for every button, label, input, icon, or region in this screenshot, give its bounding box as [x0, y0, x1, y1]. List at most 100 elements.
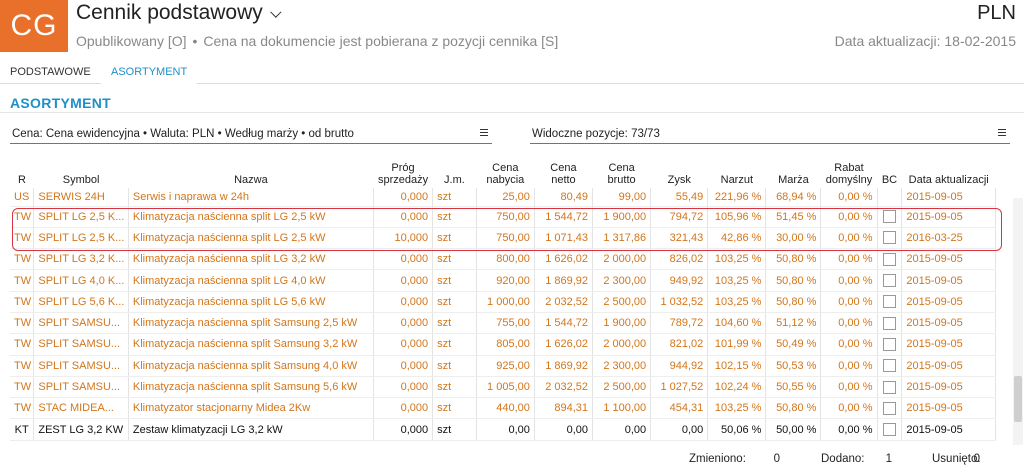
cell-zysk[interactable]: 794,72: [650, 206, 709, 228]
cell-rabat[interactable]: 0,00 %: [820, 188, 878, 207]
table-row[interactable]: KT ZEST LG 3,2 KW Zestaw klimatyzacji LG 3…: [10, 418, 996, 441]
cell-symbol[interactable]: SERWIS 24H: [33, 188, 129, 207]
table-row[interactable]: TW SPLIT LG 4,0 K... Klimatyzacja naścienn…: [10, 269, 996, 292]
cell-nazwa[interactable]: Klimatyzacja naścienna split LG 2,5 kW: [128, 227, 374, 250]
cell-data[interactable]: 2015-09-05: [901, 333, 996, 356]
cell-nazwa[interactable]: Klimatyzator stacjonarny Midea 2Kw: [128, 397, 374, 420]
cell-r[interactable]: TW: [10, 291, 35, 313]
cell-cena-nabycia[interactable]: 750,00: [476, 206, 535, 228]
cell-zysk[interactable]: 949,92: [650, 269, 709, 292]
table-row[interactable]: TW SPLIT LG 5,6 K... Klimatyzacja naścienn…: [10, 291, 996, 313]
bc-checkbox[interactable]: [882, 423, 896, 437]
cell-cena-netto[interactable]: 894,31: [534, 397, 594, 420]
cell-cena-brutto[interactable]: 1 900,00: [592, 206, 652, 228]
cell-marza[interactable]: 68,94 %: [765, 188, 822, 207]
cell-jm[interactable]: szt: [432, 312, 477, 335]
cell-data[interactable]: 2015-09-05: [901, 397, 996, 420]
cell-bc[interactable]: [877, 206, 903, 228]
cell-narzut[interactable]: 50,06 %: [707, 418, 767, 441]
cell-symbol[interactable]: SPLIT SAMSU...: [33, 376, 129, 399]
cell-prog[interactable]: 0,000: [373, 397, 434, 420]
cell-data[interactable]: 2015-09-05: [901, 206, 996, 228]
header-col-prog[interactable]: Próg sprzedaży: [377, 162, 429, 186]
cell-symbol[interactable]: ZEST LG 3,2 KW: [33, 418, 129, 441]
cell-marza[interactable]: 50,80 %: [765, 269, 822, 292]
cell-cena-brutto[interactable]: 1 317,86: [592, 227, 652, 250]
table-row[interactable]: US SERWIS 24H Serwis i naprawa w 24h 0,000 s…: [10, 188, 996, 207]
cell-cena-netto[interactable]: 1 626,02: [534, 333, 594, 356]
cell-bc[interactable]: [877, 227, 903, 250]
cell-zysk[interactable]: 0,00: [650, 418, 709, 441]
cell-rabat[interactable]: 0,00 %: [820, 206, 878, 228]
cell-cena-nabycia[interactable]: 925,00: [476, 355, 535, 377]
cell-bc[interactable]: [877, 248, 903, 271]
vertical-scrollbar[interactable]: [1013, 198, 1023, 445]
cell-bc[interactable]: [877, 397, 903, 420]
cell-cena-nabycia[interactable]: 440,00: [476, 397, 535, 420]
cell-symbol[interactable]: SPLIT SAMSU...: [33, 333, 129, 356]
cell-cena-netto[interactable]: 80,49: [534, 188, 594, 207]
cell-bc[interactable]: [877, 291, 903, 313]
bc-checkbox[interactable]: [882, 252, 896, 266]
cell-bc[interactable]: [877, 188, 903, 207]
cell-narzut[interactable]: 102,24 %: [707, 376, 767, 399]
cell-cena-brutto[interactable]: 2 300,00: [592, 355, 652, 377]
page-title[interactable]: Cennik podstawowy: [76, 1, 263, 24]
cell-prog[interactable]: 0,000: [373, 333, 434, 356]
cell-r[interactable]: TW: [10, 355, 35, 377]
cell-jm[interactable]: szt: [432, 227, 477, 250]
cell-jm[interactable]: szt: [432, 269, 477, 292]
cell-nazwa[interactable]: Zestaw klimatyzacji LG 3,2 kW: [128, 418, 374, 441]
cell-data[interactable]: 2015-09-05: [901, 355, 996, 377]
cell-symbol[interactable]: SPLIT LG 2,5 K...: [33, 227, 129, 250]
cell-rabat[interactable]: 0,00 %: [820, 376, 878, 399]
cell-zysk[interactable]: 321,43: [650, 227, 709, 250]
cell-cena-nabycia[interactable]: 805,00: [476, 333, 535, 356]
cell-jm[interactable]: szt: [432, 333, 477, 356]
cell-symbol[interactable]: SPLIT LG 2,5 K...: [33, 206, 129, 228]
cell-jm[interactable]: szt: [432, 248, 477, 271]
cell-jm[interactable]: szt: [432, 397, 477, 420]
cell-prog[interactable]: 0,000: [373, 188, 434, 207]
cell-cena-brutto[interactable]: 2 300,00: [592, 269, 652, 292]
cell-rabat[interactable]: 0,00 %: [820, 312, 878, 335]
cell-nazwa[interactable]: Klimatyzacja naścienna split LG 2,5 kW: [128, 206, 374, 228]
bc-checkbox[interactable]: [882, 380, 896, 394]
cell-symbol[interactable]: SPLIT SAMSU...: [33, 312, 129, 335]
cell-jm[interactable]: szt: [432, 418, 477, 441]
header-col-narzut[interactable]: Narzut: [720, 174, 754, 186]
cell-bc[interactable]: [877, 376, 903, 399]
header-col-symbol[interactable]: Symbol: [62, 174, 100, 186]
cell-cena-nabycia[interactable]: 750,00: [476, 227, 535, 250]
cell-zysk[interactable]: 1 027,52: [650, 376, 709, 399]
cell-marza[interactable]: 50,49 %: [765, 333, 822, 356]
cell-symbol[interactable]: SPLIT LG 4,0 K...: [33, 269, 129, 292]
bc-checkbox[interactable]: [882, 210, 896, 224]
table-row[interactable]: TW SPLIT LG 3,2 K... Klimatyzacja naścienn…: [10, 248, 996, 271]
cell-prog[interactable]: 10,000: [373, 227, 434, 250]
cell-cena-nabycia[interactable]: 755,00: [476, 312, 535, 335]
cell-marza[interactable]: 50,55 %: [765, 376, 822, 399]
cell-marza[interactable]: 51,12 %: [765, 312, 822, 335]
cell-data[interactable]: 2015-09-05: [901, 376, 996, 399]
header-col-cena-netto[interactable]: Cena netto: [550, 162, 577, 186]
cell-marza[interactable]: 50,80 %: [765, 248, 822, 271]
cell-jm[interactable]: szt: [432, 291, 477, 313]
cell-narzut[interactable]: 221,96 %: [707, 188, 767, 207]
cell-narzut[interactable]: 103,25 %: [707, 248, 767, 271]
cell-prog[interactable]: 0,000: [373, 291, 434, 313]
cell-r[interactable]: TW: [10, 376, 35, 399]
cell-prog[interactable]: 0,000: [373, 418, 434, 441]
title-dropdown[interactable]: Cennik podstawowy: [76, 1, 282, 25]
cell-narzut[interactable]: 103,25 %: [707, 291, 767, 313]
cell-cena-brutto[interactable]: 1 900,00: [592, 312, 652, 335]
cell-r[interactable]: KT: [10, 418, 35, 441]
cell-cena-netto[interactable]: 1 544,72: [534, 312, 594, 335]
cell-jm[interactable]: szt: [432, 206, 477, 228]
cell-cena-netto[interactable]: 1 626,02: [534, 248, 594, 271]
cell-narzut[interactable]: 103,25 %: [707, 269, 767, 292]
cell-cena-netto[interactable]: 2 032,52: [534, 376, 594, 399]
cell-narzut[interactable]: 103,25 %: [707, 397, 767, 420]
cell-bc[interactable]: [877, 333, 903, 356]
header-col-rabat[interactable]: Rabat domyślny: [825, 162, 873, 186]
